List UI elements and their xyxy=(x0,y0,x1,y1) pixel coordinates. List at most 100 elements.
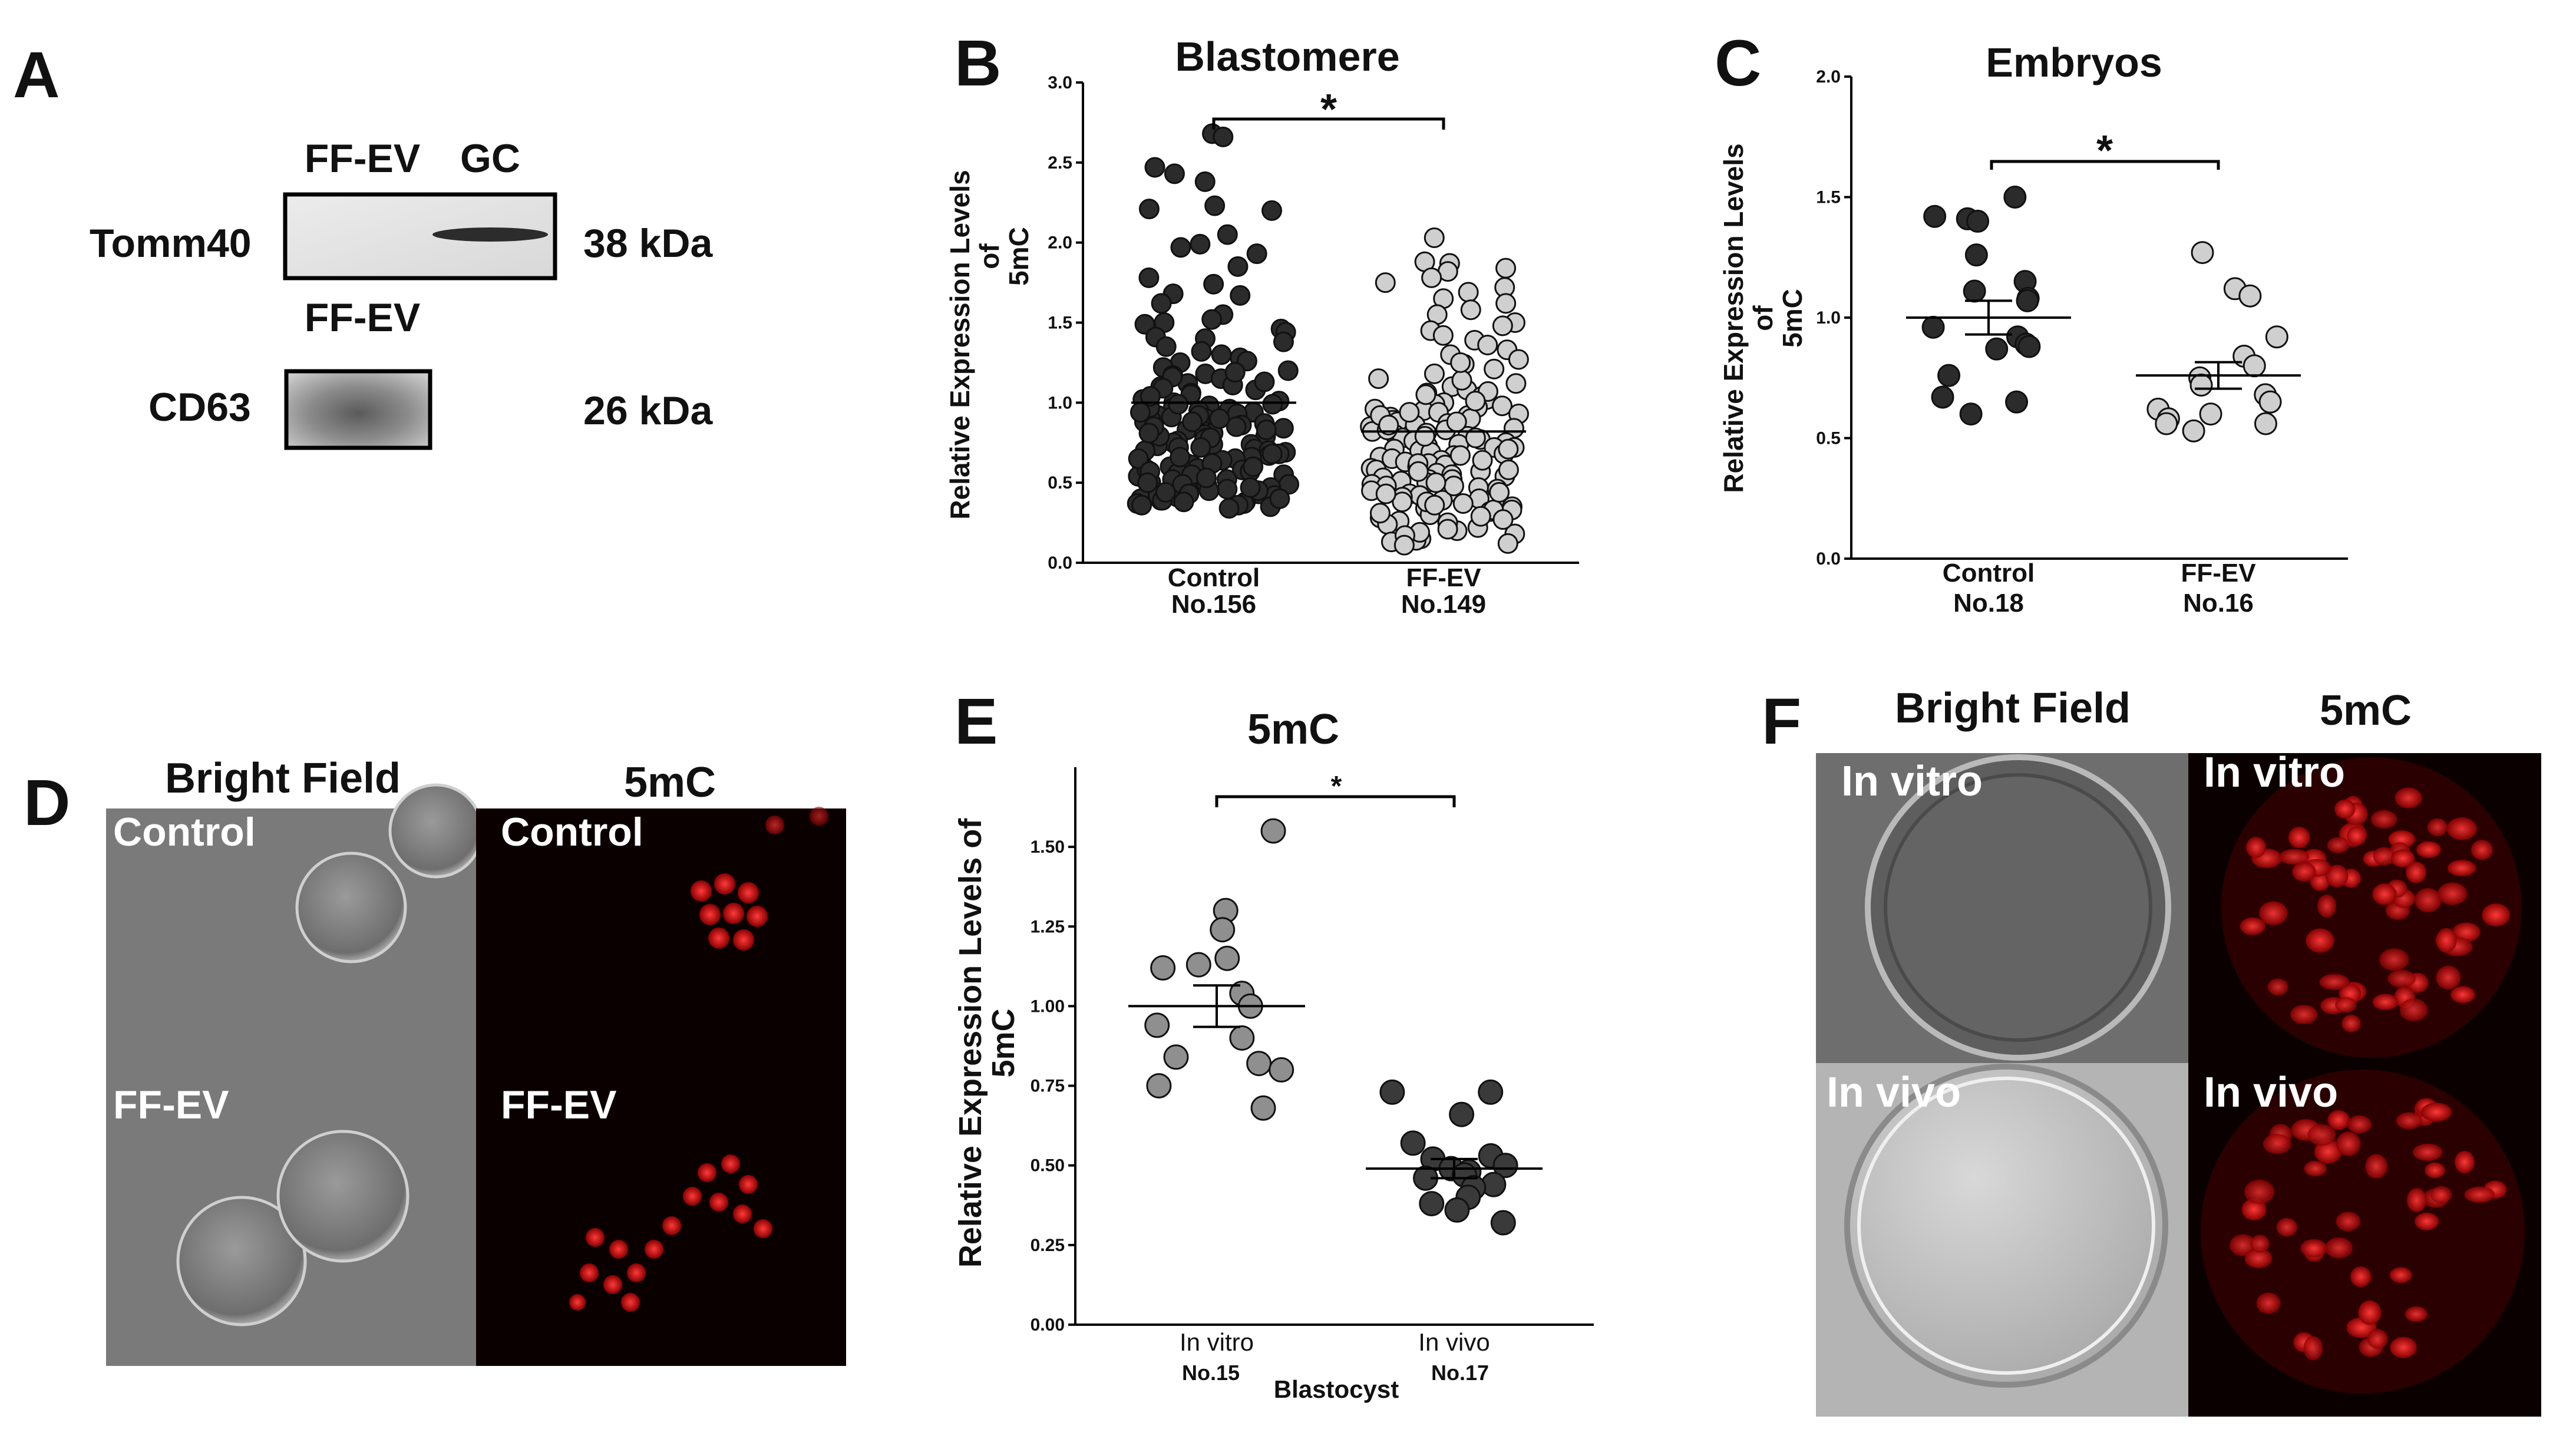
nuclei-ffev-5mc xyxy=(569,1154,772,1312)
panel-d-header-5mc: 5mC xyxy=(624,759,716,806)
chart-e-ytick-label: 1.25 xyxy=(1031,917,1065,936)
chart-b-ytick-label: 0.0 xyxy=(1048,553,1072,573)
chart-e-point xyxy=(1146,1073,1172,1099)
chart-c-point xyxy=(2182,419,2205,443)
fluorescent-nucleus xyxy=(2306,928,2334,953)
chart-b-point xyxy=(1240,477,1261,498)
embryo-invitro-inner xyxy=(1884,773,2152,1042)
chart-b-point xyxy=(1256,420,1277,441)
chart-b-points xyxy=(1127,123,1530,556)
fluorescent-nucleus xyxy=(2413,1143,2443,1161)
chart-b-point xyxy=(1213,126,1234,147)
chart-b-point xyxy=(1269,488,1290,509)
chart-e-point xyxy=(1400,1130,1426,1156)
fluorescent-nucleus xyxy=(2288,827,2310,849)
fluorescent-nucleus xyxy=(2438,882,2468,905)
fluorescent-nucleus xyxy=(2406,862,2426,883)
fluorescent-nucleus xyxy=(2350,1266,2372,1288)
fluorescent-nucleus xyxy=(2304,1160,2327,1177)
chart-b-point xyxy=(1204,195,1226,216)
chart-b-point xyxy=(1261,200,1283,221)
embryo-invivo-brightfield xyxy=(1844,1064,2168,1388)
chart-c-ylabel-line2: of xyxy=(1748,305,1778,331)
chart-c-title: Embryos xyxy=(1986,39,2162,85)
chart-b-ylabel: Relative Expression Levels of 5mC xyxy=(944,170,1034,519)
fluorescent-nucleus xyxy=(2406,1188,2427,1213)
panel-c: C Embryos Relative Expression Levels of … xyxy=(1715,27,2348,618)
chart-b-point xyxy=(1170,447,1191,468)
panel-letter-d: D xyxy=(24,767,70,839)
chart-c-points xyxy=(1921,186,2288,443)
chart-b-point xyxy=(1209,408,1230,429)
chart-b-point xyxy=(1181,411,1203,433)
fluorescent-nucleus xyxy=(2387,969,2416,988)
fluorescent-nucleus xyxy=(2334,799,2356,818)
chart-b-point xyxy=(1164,163,1185,184)
chart-b-point xyxy=(1368,368,1389,390)
fluorescent-nucleus xyxy=(2327,1110,2350,1130)
chart-b-point xyxy=(1452,493,1474,514)
chart-e-point xyxy=(1490,1210,1516,1236)
chart-c-point xyxy=(1985,337,2009,361)
chart-e-point xyxy=(1444,1197,1470,1223)
chart-e-point xyxy=(1150,955,1176,981)
chart-b-point xyxy=(1375,272,1396,293)
chart-b-point xyxy=(1443,476,1464,497)
chart-e-point xyxy=(1269,1057,1294,1083)
fluorescent-nucleus xyxy=(2372,883,2397,905)
chart-b-point xyxy=(1460,299,1481,321)
chart-e-yticks: 0.00 0.25 0.50 0.75 1.00 1.25 1.50 xyxy=(1031,837,1075,1335)
chart-b-point xyxy=(1451,369,1472,391)
chart-b-ytick-label: 0.5 xyxy=(1048,473,1072,493)
blot1-size-label: 38 kDa xyxy=(583,221,713,266)
chart-e-point xyxy=(1492,1153,1518,1179)
chart-c-means xyxy=(1906,299,2301,390)
fluorescent-nucleus xyxy=(2325,1237,2353,1259)
panel-d: D Bright Field 5mC Control Control FF-EV xyxy=(24,755,846,1366)
nuclei-invitro-5mc xyxy=(2240,787,2510,1032)
panel-f-header-5mc: 5mC xyxy=(2320,687,2412,734)
fluorescent-nucleus xyxy=(2427,818,2448,836)
fluorescent-nucleus xyxy=(2327,837,2350,854)
chart-b-point xyxy=(1408,461,1429,482)
chart-b-point xyxy=(1155,336,1177,357)
chart-c-ytick-label: 0.0 xyxy=(1816,549,1841,569)
chart-b-ytick-label: 1.5 xyxy=(1048,313,1072,333)
chart-c-ylabel: Relative Expression Levels of 5mC xyxy=(1718,143,1808,493)
chart-b-point xyxy=(1458,282,1479,303)
chart-b-point xyxy=(1425,472,1446,493)
fluorescent-nucleus xyxy=(2250,1235,2270,1253)
chart-b-point xyxy=(1378,414,1399,435)
chart-b-point xyxy=(1226,416,1247,437)
chart-e-significance: * xyxy=(1331,771,1342,802)
blot-band-gc xyxy=(432,227,548,242)
fluorescent-nucleus xyxy=(2256,1292,2281,1314)
chart-c-point xyxy=(1921,315,1945,339)
blot1-protein-label: Tomm40 xyxy=(90,221,252,266)
fluorescent-nucleus xyxy=(2244,1179,2275,1204)
chart-b-point xyxy=(1375,483,1396,504)
chart-b-point xyxy=(1190,233,1211,255)
chart-b-point xyxy=(1191,341,1212,362)
chart-b-point xyxy=(1137,472,1158,493)
embryo-control-brightfield xyxy=(295,851,407,963)
chart-b-point xyxy=(1491,395,1512,417)
chart-b-point xyxy=(1492,509,1514,530)
fluorescent-nucleus xyxy=(2336,1131,2361,1156)
chart-b-point xyxy=(1432,325,1454,346)
chart-b-point xyxy=(1138,423,1160,444)
chart-b-point xyxy=(1155,481,1176,503)
chart-b-point xyxy=(1273,418,1294,439)
chart-b-point xyxy=(1138,267,1160,288)
fluorescent-nucleus xyxy=(2303,1336,2323,1361)
fluorescent-nucleus xyxy=(2464,1186,2495,1203)
fluorescent-nucleus xyxy=(2365,1154,2387,1179)
fluorescent-nucleus xyxy=(2405,1306,2428,1322)
chart-b-ytick-label: 2.0 xyxy=(1048,233,1072,253)
chart-b-point xyxy=(1492,315,1513,336)
panel-f-label-invivo-bf: In vivo xyxy=(1827,1069,1961,1116)
chart-b-point xyxy=(1484,358,1505,379)
fluorescent-nucleus xyxy=(2347,1115,2372,1134)
chart-b-point xyxy=(1203,273,1224,295)
chart-e-xsub-1: No.17 xyxy=(1431,1361,1489,1385)
